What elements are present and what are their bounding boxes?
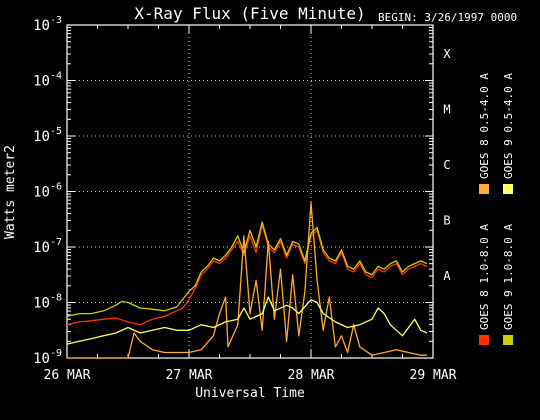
begin-date-label: BEGIN: 3/26/1997 0000 [378, 11, 517, 24]
flare-class-label: A [443, 269, 451, 283]
x-tick-label: 29 MAR [410, 368, 457, 383]
flare-class-label: B [443, 213, 450, 227]
y-tick-label: 10-8 [33, 293, 62, 312]
legend-swatch [479, 184, 489, 194]
y-axis-label: Watts meter2 [3, 145, 18, 239]
chart-title: X-Ray Flux (Five Minute) [134, 4, 365, 23]
series-line [67, 201, 427, 359]
y-tick-label: 10-3 [33, 15, 62, 34]
x-axis-label: Universal Time [195, 386, 305, 401]
legend-label: GOES 9 0.5-4.0 A [502, 73, 515, 179]
y-tick-label: 10-7 [33, 237, 62, 256]
legend-swatch [479, 335, 489, 345]
y-tick-label: 10-4 [33, 71, 62, 90]
series-line [66, 224, 428, 326]
legend: GOES 8 1.0-8.0 A GOES 8 0.5-4.0 A GOES 9 1… [478, 73, 515, 345]
legend-swatch [503, 184, 513, 194]
legend-label: GOES 9 1.0-8.0 A [502, 224, 515, 330]
legend-label: GOES 8 1.0-8.0 A [478, 224, 491, 330]
y-tick-label: 10-5 [33, 126, 62, 145]
flare-class-label: X [443, 47, 451, 61]
legend-label: GOES 8 0.5-4.0 A [478, 73, 491, 179]
x-tick-label: 28 MAR [288, 368, 335, 383]
legend-swatch [503, 335, 513, 345]
x-tick-label: 26 MAR [44, 368, 91, 383]
y-tick-label: 10-6 [33, 182, 62, 201]
flare-class-label: M [443, 102, 450, 116]
flare-class-label: C [443, 158, 450, 172]
x-tick-labels: 26 MAR 27 MAR 28 MAR 29 MAR [44, 368, 457, 383]
x-tick-label: 27 MAR [166, 368, 213, 383]
flare-class-labels: A B C M X [443, 47, 451, 283]
series-line [66, 221, 428, 318]
series-line [66, 296, 428, 345]
data-series [66, 201, 428, 359]
y-tick-label: 10-9 [33, 348, 62, 367]
y-tick-labels: 10-9 10-8 10-7 10-6 10-5 10-4 10-3 [33, 15, 62, 367]
